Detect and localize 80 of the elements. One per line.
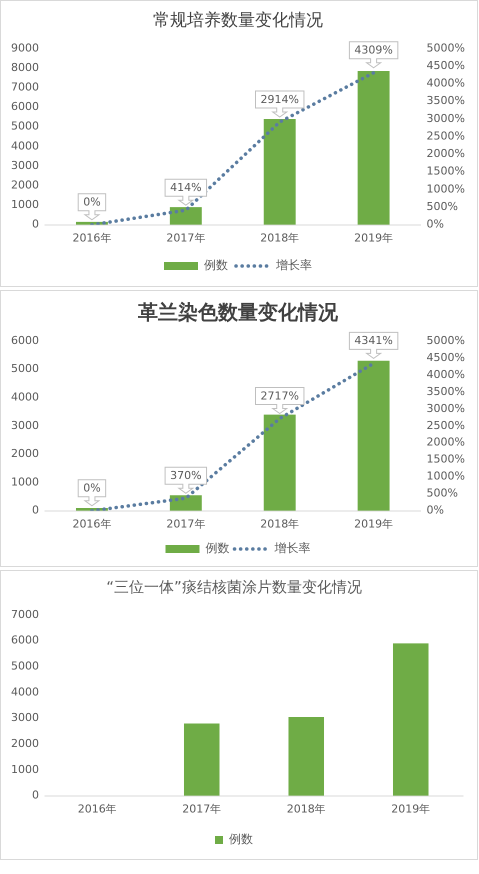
y-tick-label: 4000 [10, 139, 39, 152]
y-tick-label: 3000 [10, 158, 39, 172]
data-label: 0% [83, 196, 101, 209]
data-label: 2717% [260, 389, 299, 402]
y-tick-label: 5000 [10, 120, 39, 133]
y-tick-label: 0 [32, 218, 39, 231]
y2-tick-label: 1500% [426, 164, 466, 178]
y2-tick-label: 3500% [426, 384, 466, 398]
y-tick-label: 2000 [10, 447, 39, 460]
y-tick-label: 6000 [10, 334, 39, 347]
x-tick-label: 2016年 [72, 231, 112, 244]
y2-tick-label: 3000% [426, 112, 466, 125]
chart-title: 革兰染色数量变化情况 [137, 300, 339, 324]
data-label: 4309% [354, 44, 393, 57]
y-tick-label: 7000 [10, 608, 39, 621]
y2-tick-label: 500% [426, 486, 458, 500]
bar [358, 360, 390, 511]
y2-tick-label: 4000% [426, 368, 466, 381]
chart-title: “三位一体”痰结核菌涂片数量变化情况 [106, 578, 362, 596]
legend-label: 增长率 [274, 541, 310, 556]
y2-tick-label: 2000% [426, 147, 466, 160]
y-tick-label: 6000 [10, 634, 39, 647]
data-label: 414% [170, 181, 202, 194]
bar [184, 723, 220, 796]
legend-label: 例数 [204, 258, 228, 272]
x-tick-label: 2019年 [391, 802, 430, 816]
y2-tick-label: 2000% [426, 436, 466, 449]
y-tick-label: 1000 [10, 198, 39, 212]
y-tick-label: 7000 [10, 80, 39, 94]
bar [358, 70, 390, 225]
y2-tick-label: 0% [426, 504, 444, 517]
y-tick-label: 0 [32, 504, 39, 517]
y2-tick-label: 1500% [426, 452, 466, 466]
y-tick-label: 3000 [10, 711, 39, 724]
y2-tick-label: 5000% [426, 41, 466, 54]
data-label: 4341% [354, 334, 393, 348]
y2-tick-label: 1000% [426, 182, 466, 196]
data-label: 2914% [260, 92, 299, 106]
y-tick-label: 4000 [10, 685, 39, 698]
y-tick-label: 5000 [10, 660, 39, 673]
y-tick-label: 1000 [10, 762, 39, 776]
y-tick-label: 8000 [10, 60, 39, 74]
y2-tick-label: 0% [426, 218, 444, 231]
y2-tick-label: 2500% [426, 418, 466, 432]
y-tick-label: 1000 [10, 475, 39, 488]
x-tick-label: 2018年 [260, 517, 300, 530]
y-tick-label: 2000 [10, 737, 39, 750]
x-tick-label: 2019年 [354, 517, 394, 530]
y-tick-label: 3000 [10, 418, 39, 432]
y2-tick-label: 4500% [426, 350, 466, 364]
bar [392, 643, 429, 796]
legend-label: 例数 [206, 541, 230, 556]
x-tick-label: 2017年 [166, 231, 206, 244]
y-tick-label: 2000 [10, 178, 39, 192]
x-tick-label: 2016年 [78, 802, 117, 816]
x-tick-label: 2016年 [72, 517, 112, 530]
y2-tick-label: 4500% [426, 58, 466, 72]
x-tick-label: 2018年 [286, 802, 326, 816]
y-tick-label: 6000 [10, 100, 39, 114]
y2-tick-label: 3000% [426, 402, 466, 415]
x-tick-label: 2017年 [166, 517, 206, 530]
legend-label: 增长率 [275, 258, 312, 272]
y2-tick-label: 1000% [426, 470, 466, 483]
y-tick-label: 5000 [10, 362, 39, 376]
chart-title: 常规培养数量变化情况 [153, 10, 323, 31]
data-label: 0% [83, 482, 101, 495]
y2-tick-label: 5000% [426, 334, 466, 347]
y-tick-label: 0 [32, 788, 39, 802]
y2-tick-label: 2500% [426, 129, 466, 142]
bar [288, 717, 324, 796]
y2-tick-label: 3500% [426, 94, 466, 108]
x-tick-label: 2017年 [182, 802, 222, 816]
y2-tick-label: 500% [426, 200, 458, 214]
y-tick-label: 4000 [10, 390, 39, 404]
x-tick-label: 2019年 [354, 231, 394, 244]
data-label: 370% [170, 469, 202, 482]
legend-label: 例数 [229, 832, 253, 846]
x-tick-label: 2018年 [260, 231, 300, 244]
y-tick-label: 9000 [10, 41, 39, 54]
y2-tick-label: 4000% [426, 76, 466, 90]
